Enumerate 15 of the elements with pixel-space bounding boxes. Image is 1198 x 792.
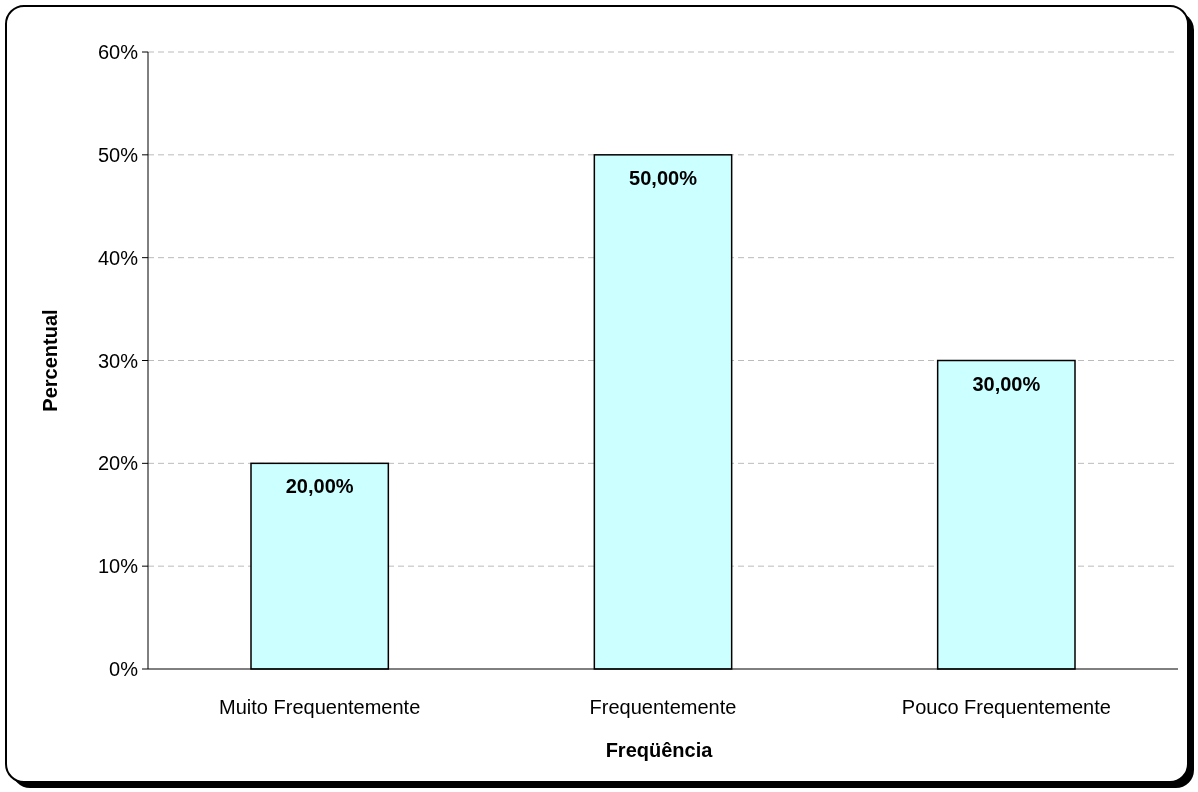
x-tick-label: Frequentemente: [589, 696, 737, 718]
y-tick-label: 40%: [97, 246, 139, 269]
y-tick-label: 0%: [109, 658, 139, 680]
data-label: 20,00%: [285, 475, 354, 498]
x-tick-label: Muito Frequentemente: [219, 696, 421, 718]
y-tick-label: 50%: [97, 143, 139, 166]
y-tick-label: 20%: [97, 452, 139, 475]
data-label: 30,00%: [972, 372, 1041, 395]
y-tick-label: 10%: [97, 555, 139, 578]
x-axis-title: Freqüência: [605, 739, 714, 761]
y-tick-label: 30%: [97, 349, 139, 372]
x-tick-label: Pouco Frequentemente: [901, 696, 1111, 718]
y-tick-label: 60%: [97, 41, 139, 63]
data-label: 50,00%: [629, 166, 698, 189]
y-axis-title: Percentual: [39, 309, 61, 412]
